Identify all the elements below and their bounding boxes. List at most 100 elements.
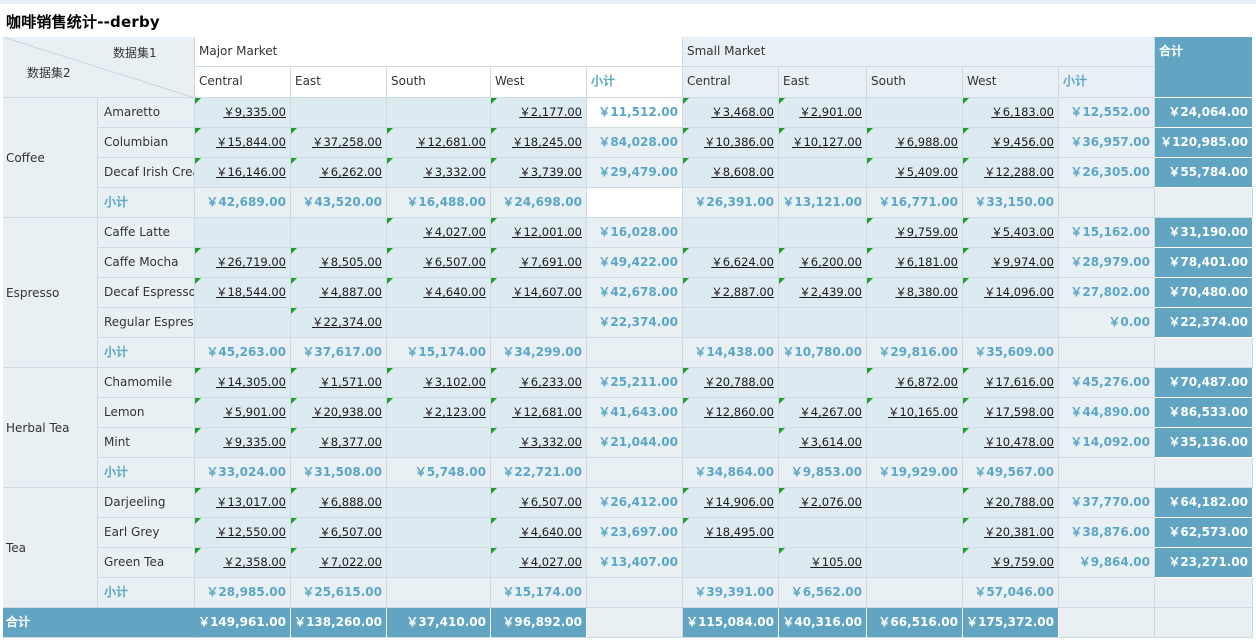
data-cell[interactable]: ￥6,200.00 <box>779 248 867 278</box>
data-cell[interactable]: ￥7,022.00 <box>291 548 387 578</box>
data-value-link[interactable]: ￥2,439.00 <box>799 285 862 299</box>
data-cell[interactable]: ￥18,544.00 <box>195 278 291 308</box>
data-cell[interactable]: ￥8,608.00 <box>683 158 779 188</box>
data-cell[interactable] <box>867 428 963 458</box>
data-value-link[interactable]: ￥26,719.00 <box>215 255 286 269</box>
data-value-link[interactable]: ￥6,624.00 <box>711 255 774 269</box>
data-value-link[interactable]: ￥2,887.00 <box>711 285 774 299</box>
data-cell[interactable]: ￥1,571.00 <box>291 368 387 398</box>
data-value-link[interactable]: ￥20,381.00 <box>983 525 1054 539</box>
data-value-link[interactable]: ￥3,614.00 <box>799 435 862 449</box>
data-cell[interactable]: ￥15,844.00 <box>195 128 291 158</box>
data-cell[interactable] <box>387 548 491 578</box>
data-cell[interactable]: ￥105.00 <box>779 548 867 578</box>
data-value-link[interactable]: ￥4,640.00 <box>423 285 486 299</box>
data-cell[interactable] <box>387 98 491 128</box>
data-cell[interactable] <box>867 308 963 338</box>
data-cell[interactable]: ￥16,146.00 <box>195 158 291 188</box>
data-cell[interactable]: ￥3,614.00 <box>779 428 867 458</box>
data-cell[interactable]: ￥9,759.00 <box>963 548 1059 578</box>
data-cell[interactable]: ￥4,027.00 <box>491 548 587 578</box>
data-value-link[interactable]: ￥9,759.00 <box>991 555 1054 569</box>
data-cell[interactable] <box>683 218 779 248</box>
data-value-link[interactable]: ￥4,027.00 <box>423 225 486 239</box>
data-cell[interactable]: ￥12,288.00 <box>963 158 1059 188</box>
data-value-link[interactable]: ￥2,123.00 <box>423 405 486 419</box>
data-value-link[interactable]: ￥12,001.00 <box>511 225 582 239</box>
data-value-link[interactable]: ￥12,681.00 <box>511 405 582 419</box>
data-cell[interactable]: ￥18,495.00 <box>683 518 779 548</box>
data-value-link[interactable]: ￥18,245.00 <box>511 135 582 149</box>
data-cell[interactable]: ￥20,788.00 <box>683 368 779 398</box>
data-value-link[interactable]: ￥6,200.00 <box>799 255 862 269</box>
data-cell[interactable]: ￥2,439.00 <box>779 278 867 308</box>
data-value-link[interactable]: ￥6,181.00 <box>895 255 958 269</box>
data-value-link[interactable]: ￥6,872.00 <box>895 375 958 389</box>
data-value-link[interactable]: ￥20,788.00 <box>703 375 774 389</box>
data-cell[interactable] <box>195 308 291 338</box>
data-value-link[interactable]: ￥8,608.00 <box>711 165 774 179</box>
data-value-link[interactable]: ￥20,788.00 <box>983 495 1054 509</box>
data-cell[interactable]: ￥10,127.00 <box>779 128 867 158</box>
data-value-link[interactable]: ￥12,681.00 <box>415 135 486 149</box>
data-cell[interactable]: ￥22,374.00 <box>291 308 387 338</box>
data-value-link[interactable]: ￥6,507.00 <box>519 495 582 509</box>
data-value-link[interactable]: ￥17,616.00 <box>983 375 1054 389</box>
data-cell[interactable] <box>867 548 963 578</box>
data-value-link[interactable]: ￥9,759.00 <box>895 225 958 239</box>
data-cell[interactable] <box>867 98 963 128</box>
data-cell[interactable]: ￥4,027.00 <box>387 218 491 248</box>
data-cell[interactable]: ￥14,607.00 <box>491 278 587 308</box>
data-cell[interactable] <box>387 518 491 548</box>
data-cell[interactable]: ￥4,887.00 <box>291 278 387 308</box>
data-value-link[interactable]: ￥10,478.00 <box>983 435 1054 449</box>
data-value-link[interactable]: ￥4,640.00 <box>519 525 582 539</box>
data-cell[interactable]: ￥5,409.00 <box>867 158 963 188</box>
data-value-link[interactable]: ￥3,739.00 <box>519 165 582 179</box>
data-cell[interactable]: ￥4,640.00 <box>387 278 491 308</box>
data-cell[interactable]: ￥2,887.00 <box>683 278 779 308</box>
data-value-link[interactable]: ￥6,262.00 <box>319 165 382 179</box>
data-cell[interactable]: ￥12,681.00 <box>491 398 587 428</box>
data-cell[interactable] <box>387 428 491 458</box>
data-cell[interactable]: ￥5,403.00 <box>963 218 1059 248</box>
data-value-link[interactable]: ￥6,988.00 <box>895 135 958 149</box>
data-value-link[interactable]: ￥17,598.00 <box>983 405 1054 419</box>
data-value-link[interactable]: ￥37,258.00 <box>311 135 382 149</box>
data-value-link[interactable]: ￥2,358.00 <box>223 555 286 569</box>
data-value-link[interactable]: ￥14,906.00 <box>703 495 774 509</box>
data-cell[interactable]: ￥9,759.00 <box>867 218 963 248</box>
data-cell[interactable]: ￥20,788.00 <box>963 488 1059 518</box>
data-cell[interactable] <box>867 488 963 518</box>
data-cell[interactable]: ￥37,258.00 <box>291 128 387 158</box>
data-cell[interactable]: ￥10,165.00 <box>867 398 963 428</box>
data-cell[interactable]: ￥6,181.00 <box>867 248 963 278</box>
data-value-link[interactable]: ￥10,386.00 <box>703 135 774 149</box>
data-cell[interactable]: ￥6,624.00 <box>683 248 779 278</box>
data-value-link[interactable]: ￥105.00 <box>810 555 862 569</box>
data-cell[interactable]: ￥3,739.00 <box>491 158 587 188</box>
data-value-link[interactable]: ￥13,017.00 <box>215 495 286 509</box>
data-cell[interactable]: ￥9,335.00 <box>195 98 291 128</box>
data-value-link[interactable]: ￥1,571.00 <box>319 375 382 389</box>
data-value-link[interactable]: ￥14,096.00 <box>983 285 1054 299</box>
data-value-link[interactable]: ￥10,165.00 <box>887 405 958 419</box>
data-value-link[interactable]: ￥2,076.00 <box>799 495 862 509</box>
data-cell[interactable]: ￥6,872.00 <box>867 368 963 398</box>
data-value-link[interactable]: ￥12,550.00 <box>215 525 286 539</box>
data-value-link[interactable]: ￥5,901.00 <box>223 405 286 419</box>
data-cell[interactable]: ￥8,377.00 <box>291 428 387 458</box>
data-value-link[interactable]: ￥6,183.00 <box>991 105 1054 119</box>
data-value-link[interactable]: ￥4,887.00 <box>319 285 382 299</box>
data-value-link[interactable]: ￥4,267.00 <box>799 405 862 419</box>
data-cell[interactable]: ￥18,245.00 <box>491 128 587 158</box>
data-cell[interactable]: ￥6,507.00 <box>491 488 587 518</box>
data-cell[interactable]: ￥14,906.00 <box>683 488 779 518</box>
data-cell[interactable] <box>291 98 387 128</box>
data-value-link[interactable]: ￥9,335.00 <box>223 435 286 449</box>
data-cell[interactable]: ￥8,380.00 <box>867 278 963 308</box>
data-value-link[interactable]: ￥9,456.00 <box>991 135 1054 149</box>
data-value-link[interactable]: ￥10,127.00 <box>791 135 862 149</box>
data-cell[interactable]: ￥14,096.00 <box>963 278 1059 308</box>
data-value-link[interactable]: ￥12,288.00 <box>983 165 1054 179</box>
